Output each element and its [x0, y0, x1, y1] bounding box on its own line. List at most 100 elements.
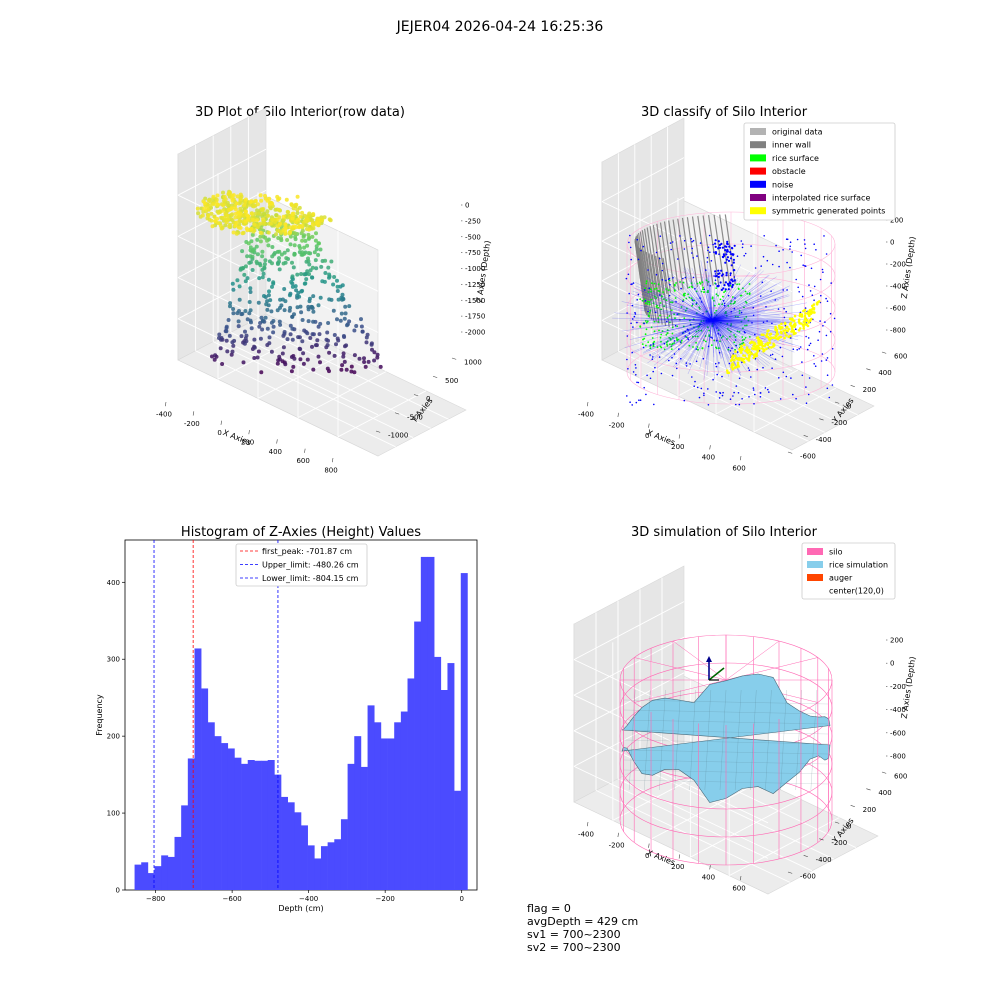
- histogram-bar: [261, 760, 269, 890]
- raw-z-tick-label: -750: [465, 249, 481, 257]
- classify-z-tick-label: -400: [890, 283, 906, 291]
- classify-legend-label: interpolated rice surface: [772, 194, 870, 203]
- histogram-bar: [234, 757, 242, 890]
- simulation-legend-label: auger: [829, 574, 853, 583]
- histogram-bar: [414, 621, 422, 890]
- classify-legend-swatch: [750, 167, 766, 175]
- histogram-title: Histogram of Z-Axies (Height) Values: [181, 525, 421, 540]
- simulation-z-tick-label: -400: [890, 706, 906, 714]
- classify-x-label: X Axies: [646, 428, 677, 447]
- classify-z-tick-label: -800: [890, 327, 906, 335]
- histogram-bar: [194, 648, 202, 890]
- sv2-text: sv2 = 700~2300: [527, 941, 621, 954]
- classify-y-tick-label: -600: [800, 453, 816, 461]
- panel-raw-3d: 3D Plot of Silo Interior(row data) -400 -…: [156, 105, 492, 475]
- classify-z-tick-label: 200: [890, 217, 903, 225]
- simulation-z-tick-label: 0: [890, 660, 894, 668]
- footer-status: flag = 0 avgDepth = 429 cm sv1 = 700~230…: [520, 889, 652, 954]
- simulation-x-tick-label: 400: [702, 874, 715, 882]
- histogram-bar: [314, 858, 322, 890]
- classify-z-tick-label: -200: [890, 261, 906, 269]
- avg-depth-text: avgDepth = 429 cm: [527, 915, 639, 928]
- histogram-x-tick-label: −200: [376, 895, 395, 903]
- histogram-bar: [141, 862, 149, 890]
- histogram-bar: [347, 763, 355, 890]
- classify-legend-swatch: [750, 128, 766, 135]
- figure-title: JEJER04 2026-04-24 16:25:36: [396, 19, 604, 35]
- histogram-bar: [334, 839, 342, 890]
- histogram-x-tick-label: −800: [146, 895, 165, 903]
- simulation-z-tick-label: -600: [890, 729, 906, 737]
- histogram-bar: [294, 812, 302, 890]
- simulation-x-tick-label: -200: [609, 841, 625, 849]
- histogram-bar: [354, 736, 362, 890]
- classify-legend-label: symmetric generated points: [772, 207, 885, 216]
- histogram-bar: [287, 802, 295, 890]
- histogram-bar: [247, 760, 255, 890]
- simulation-x-label: X Axies: [646, 848, 677, 867]
- histogram-bar: [360, 766, 368, 890]
- histogram-x-label: Depth (cm): [278, 904, 323, 913]
- histogram-bar: [340, 819, 348, 890]
- classify-x-tick-label: 0: [645, 432, 649, 440]
- sv1-text: sv1 = 700~2300: [527, 928, 621, 941]
- raw-x-tick-label: 400: [269, 448, 282, 456]
- classify-legend-swatch: [750, 154, 766, 162]
- classify-x-tick-label: 600: [732, 465, 745, 473]
- histogram-bar: [440, 690, 448, 890]
- raw-x-tick-label: -200: [184, 420, 200, 428]
- histogram-bar: [420, 556, 428, 890]
- simulation-z-tick-label: -200: [890, 683, 906, 691]
- histogram-bar: [227, 748, 235, 890]
- histogram-bar: [187, 758, 195, 890]
- raw-z-tick-label: -1750: [465, 313, 485, 321]
- histogram-bar: [367, 705, 375, 890]
- histogram-legend-label: Lower_limit: -804.15 cm: [262, 574, 359, 583]
- simulation-legend-label: rice simulation: [829, 561, 888, 570]
- histogram-bar: [374, 722, 382, 890]
- histogram-x-tick-label: 0: [459, 895, 463, 903]
- simulation-ticks: -400-2000200400600-600-400-2000200400600…: [578, 637, 907, 893]
- histogram-bar: [167, 856, 175, 890]
- simulation-legend-label: center(120,0): [829, 587, 884, 596]
- classify-title: 3D classify of Silo Interior: [641, 105, 808, 120]
- classify-y-tick-label: 0: [847, 403, 851, 411]
- simulation-x-tick-label: -400: [578, 831, 594, 839]
- simulation-x-tick-label: 600: [732, 885, 745, 893]
- raw-axes-box: [177, 107, 467, 457]
- histogram-bar: [214, 736, 222, 890]
- histogram-y-tick-label: 0: [116, 887, 120, 895]
- histogram-x-ticks: −800 −600 −400 −200 0: [146, 890, 464, 903]
- raw-z-tick-label: -2000: [465, 329, 485, 337]
- classify-x-tick-label: 200: [671, 443, 684, 451]
- histogram-bar: [161, 855, 169, 890]
- classify-z-tick-label: 0: [890, 239, 894, 247]
- histogram-bar: [147, 873, 155, 890]
- simulation-y-tick-label: 600: [894, 773, 907, 781]
- classify-x-tick-label: -400: [578, 411, 594, 419]
- simulation-x-tick-label: 200: [671, 863, 684, 871]
- panel-simulation-3d: 3D simulation of Silo Interior -400-2000…: [573, 525, 917, 895]
- classify-legend-label: inner wall: [772, 141, 811, 150]
- histogram-bar: [407, 678, 415, 890]
- histogram-y-tick-label: 300: [107, 656, 120, 664]
- raw-x-tick-label: 600: [296, 457, 309, 465]
- raw-z-tick-label: -1500: [465, 297, 485, 305]
- simulation-legend-swatch: [807, 574, 823, 581]
- histogram-bar: [174, 836, 182, 890]
- simulation-z-tick-label: -800: [890, 753, 906, 761]
- histogram-bar: [434, 656, 442, 890]
- simulation-x-tick-label: 0: [645, 852, 649, 860]
- simulation-y-tick-label: -400: [816, 856, 832, 864]
- simulation-y-tick-label: -600: [800, 873, 816, 881]
- raw-y-tick-label: 500: [445, 377, 458, 385]
- histogram-bar: [201, 688, 209, 890]
- classify-x-tick-label: 400: [702, 454, 715, 462]
- histogram-bar: [447, 663, 455, 890]
- histogram-bar: [254, 760, 262, 890]
- classify-ticks: -400-2000200400600-600-400-2000200400600…: [578, 217, 907, 473]
- histogram-legend-label: first_peak: -701.87 cm: [262, 547, 352, 556]
- simulation-z-tick-label: 200: [890, 637, 903, 645]
- raw-x-tick-label: 800: [324, 467, 337, 475]
